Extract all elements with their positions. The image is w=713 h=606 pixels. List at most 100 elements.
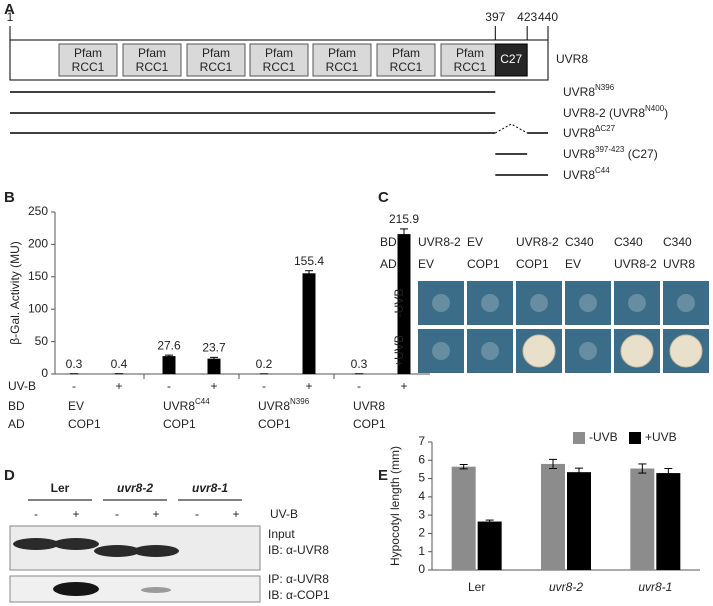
label: UVR8C44: [163, 397, 210, 413]
bar: [397, 234, 411, 374]
x-tick-label: +: [210, 379, 217, 393]
blot-label: IB: α-COP1: [268, 588, 330, 602]
panel-label: C: [378, 189, 389, 206]
plate-tile: [418, 281, 464, 325]
row-title: AD: [380, 257, 397, 271]
y-tick-label: 1: [418, 544, 425, 558]
c27-box: [494, 43, 528, 77]
column-label: COP1: [516, 257, 549, 271]
column-label: EV: [467, 235, 483, 249]
column-label: UVR8: [663, 257, 695, 271]
column-label: C340: [614, 235, 643, 249]
domain-box: [186, 43, 246, 77]
legend-swatch: [573, 432, 585, 444]
label-superscript: N400: [645, 104, 665, 113]
x-tick-label: -: [262, 379, 266, 393]
y-tick-label: 0: [418, 562, 425, 576]
bar: [656, 473, 681, 570]
domain-label: RCC1: [72, 60, 105, 74]
row-label: AD: [8, 417, 25, 431]
blot-band: [133, 545, 179, 557]
group-label: COP1: [353, 417, 386, 431]
protein-label: UVR8: [556, 52, 588, 66]
label: EV: [68, 399, 84, 413]
domain-box: [122, 43, 182, 77]
bar: [302, 273, 316, 374]
domain-label: RCC1: [200, 60, 233, 74]
value-label: 215.9: [389, 212, 419, 226]
label: UVR8N396: [563, 83, 615, 99]
bar: [567, 472, 591, 570]
blot: [9, 575, 261, 603]
x-tick-label: +: [400, 379, 407, 393]
position-label: 1: [7, 10, 14, 24]
colony: [481, 342, 499, 360]
blot-band: [94, 545, 140, 557]
domain-label: Pfam: [392, 46, 420, 60]
domain-label: Pfam: [202, 46, 230, 60]
y-tick-label: 50: [35, 334, 49, 348]
error-bar: [485, 519, 494, 524]
domain-box: [312, 43, 372, 77]
domain-label: Pfam: [265, 46, 293, 60]
error-bar: [210, 356, 218, 360]
label-base: UVR8: [563, 126, 595, 140]
column-label: COP1: [467, 257, 500, 271]
label-base: UVR8: [163, 399, 195, 413]
x-tick-label: uvr8-2: [549, 580, 583, 594]
group-label: COP1: [258, 417, 291, 431]
value-label: 155.4: [294, 254, 324, 268]
plate-tile: [467, 281, 513, 325]
column-label: C340: [663, 235, 692, 249]
x-tick-label: -: [167, 379, 171, 393]
column-label: EV: [418, 257, 434, 271]
error-bar: [400, 228, 408, 240]
label-superscript: C44: [595, 166, 610, 175]
domain-label: RCC1: [136, 60, 169, 74]
colony: [530, 294, 548, 312]
domain-label: RCC1: [454, 60, 487, 74]
x-tick-label: -: [357, 379, 361, 393]
error-bar: [638, 463, 647, 474]
label-superscript: 397-423: [595, 145, 625, 154]
panel-label: E: [378, 467, 388, 484]
colony: [579, 294, 597, 312]
colony: [677, 294, 695, 312]
bar: [477, 521, 502, 570]
bar: [630, 468, 655, 570]
column-label: UVR8-2: [614, 257, 657, 271]
treatment-label: -: [195, 507, 199, 521]
y-tick-label: 7: [418, 434, 425, 448]
panel-label: D: [4, 467, 15, 484]
row-title: BD: [380, 235, 397, 249]
panel-label: B: [4, 189, 15, 206]
y-tick-label: 0: [41, 366, 48, 380]
label-superscript: C44: [195, 397, 210, 406]
y-tick-label: 6: [418, 452, 425, 466]
value-label: 0.3: [351, 357, 368, 371]
colony: [628, 294, 646, 312]
label-base: UVR8: [563, 85, 595, 99]
column-label: C340: [565, 235, 594, 249]
plate-tile: [663, 281, 709, 325]
position-label: 440: [538, 10, 558, 24]
y-tick-label: 100: [28, 301, 48, 315]
treatment-title: UV-B: [270, 507, 298, 521]
colony: [522, 334, 556, 368]
blot-band: [13, 538, 59, 550]
domain-label: RCC1: [263, 60, 296, 74]
condition-label: +UVB: [392, 335, 406, 367]
label: UVR8C44: [563, 166, 610, 182]
label: UVR8ΔC27: [563, 124, 616, 140]
c27-label: C27: [500, 52, 522, 66]
blot-label: Input: [268, 527, 295, 541]
condition-label: -UVB: [392, 289, 406, 318]
label: UVR8397-423 (C27): [563, 145, 658, 161]
domain-label: Pfam: [456, 46, 484, 60]
colony: [669, 334, 703, 368]
y-tick-label: 5: [418, 471, 425, 485]
label: UVR8: [353, 399, 385, 413]
plate-tile: [418, 329, 464, 373]
treatment-label: +: [152, 507, 159, 521]
genotype-label: Ler: [51, 481, 70, 495]
